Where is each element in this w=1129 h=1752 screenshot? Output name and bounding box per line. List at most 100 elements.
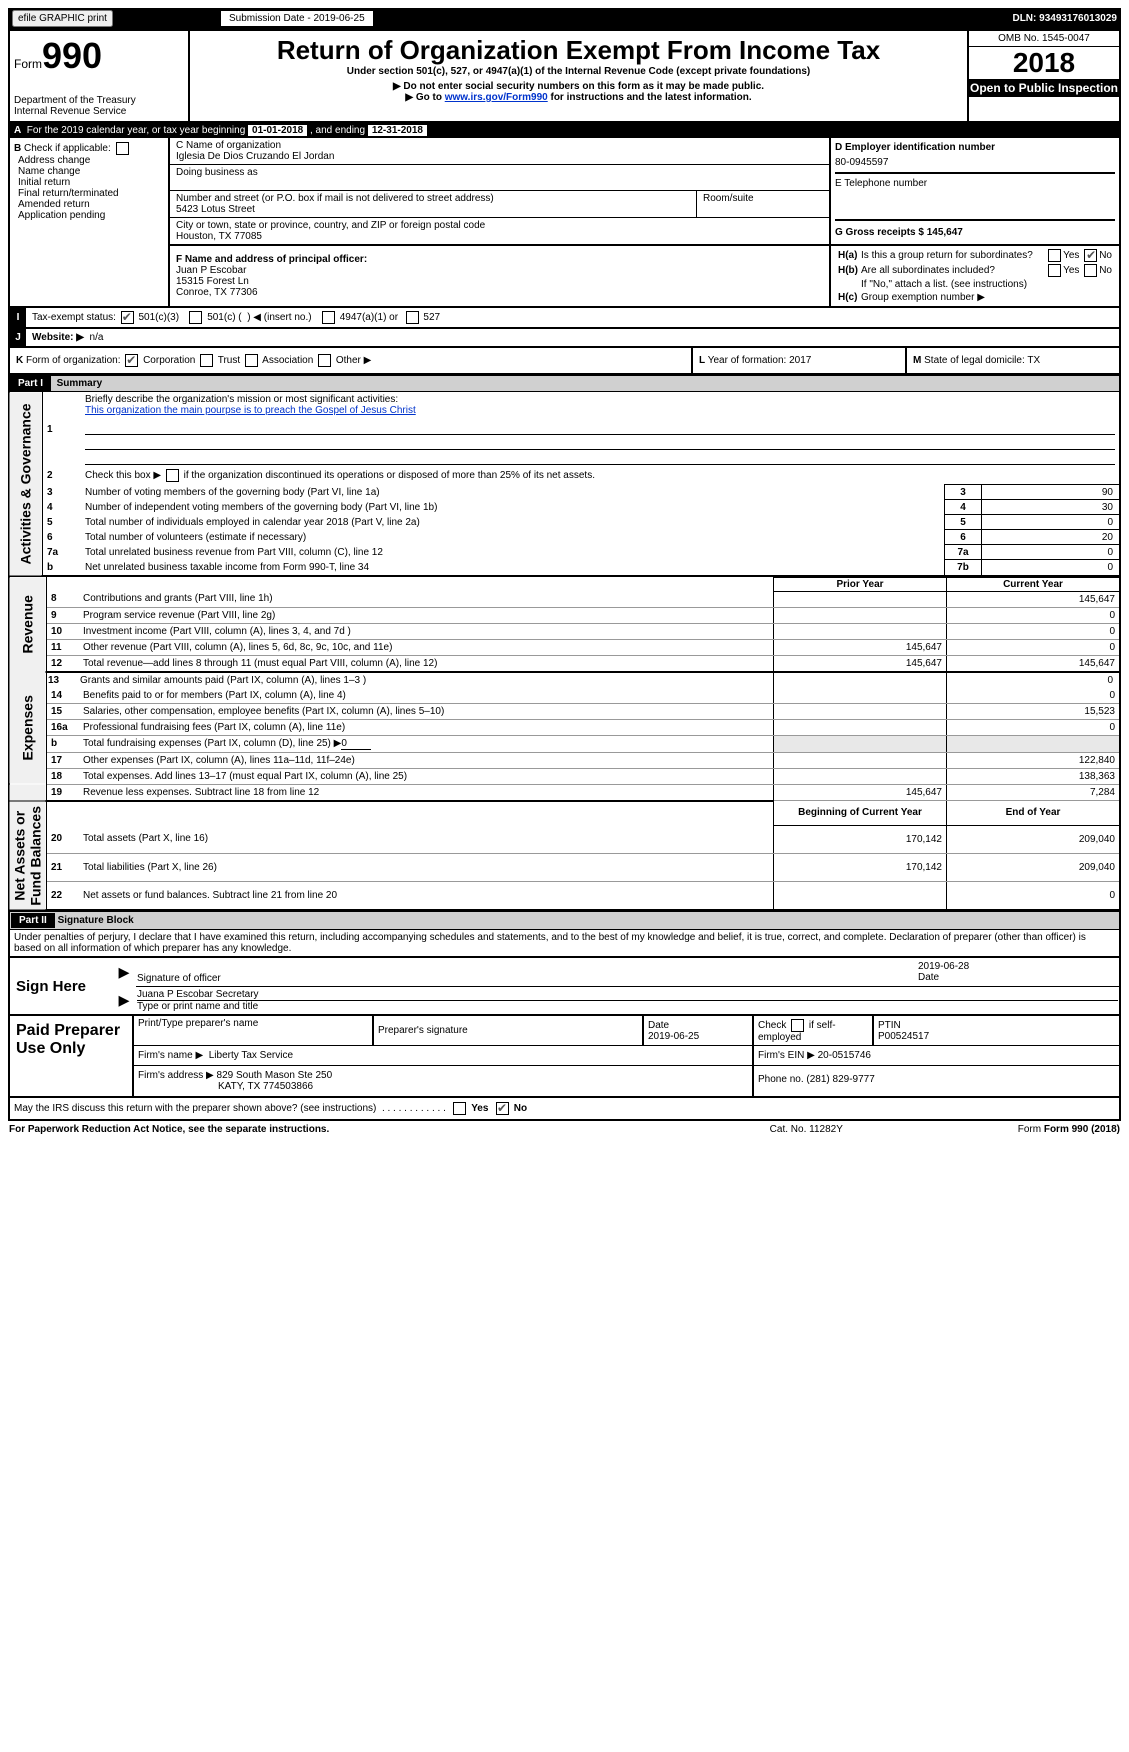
line-A: A For the 2019 calendar year, or tax yea…: [8, 123, 1121, 138]
vlabel-rev: Revenue: [9, 577, 47, 672]
firm-addr-label: Firm's address ▶: [138, 1070, 214, 1081]
note-1: ▶ Do not enter social security numbers o…: [194, 81, 963, 92]
self-employed-check[interactable]: [791, 1019, 804, 1032]
hb-yes[interactable]: [1048, 264, 1061, 277]
phone-label: Phone no.: [758, 1074, 804, 1085]
firm-name: Liberty Tax Service: [209, 1050, 293, 1061]
k-assoc[interactable]: [245, 354, 258, 367]
p1-l7a: Total unrelated business revenue from Pa…: [81, 545, 945, 560]
pp-col2: Preparer's signature: [378, 1025, 638, 1036]
b-opt-4: Amended return: [14, 199, 164, 210]
form-prefix: Form: [14, 57, 42, 71]
signer-name-title: Juana P Escobar Secretary: [137, 989, 1118, 1001]
open-public: Open to Public Inspection: [969, 79, 1119, 97]
perjury-text: Under penalties of perjury, I declare th…: [8, 930, 1121, 956]
col-prior: Prior Year: [774, 577, 947, 591]
officer-addr2: Conroe, TX 77306: [176, 287, 823, 298]
l18: Total expenses. Add lines 13–17 (must eq…: [79, 768, 774, 784]
col-current: Current Year: [947, 577, 1121, 591]
top-bar: efile GRAPHIC print Submission Date - 20…: [8, 8, 1121, 29]
sign-block: Sign Here ▸ Signature of officer 2019-06…: [8, 956, 1121, 1016]
v12p: 145,647: [774, 655, 947, 672]
pp-c4a: Check: [758, 1020, 789, 1031]
l11: Other revenue (Part VIII, column (A), li…: [79, 639, 774, 655]
v22e: 0: [947, 881, 1121, 910]
phone: (281) 829-9777: [806, 1074, 874, 1085]
firm-name-label: Firm's name ▶: [138, 1050, 203, 1061]
entity-block: B Check if applicable: Address change Na…: [8, 138, 1121, 308]
p1-l4: Number of independent voting members of …: [81, 500, 945, 515]
hb-no-label: No: [1099, 265, 1112, 276]
b-opt-0: Address change: [14, 155, 164, 166]
m-value: TX: [1027, 355, 1040, 366]
discuss-yes[interactable]: [453, 1102, 466, 1115]
page-title: Return of Organization Exempt From Incom…: [194, 35, 963, 66]
discuss-no-label: No: [514, 1103, 527, 1114]
i-4947[interactable]: [322, 311, 335, 324]
p1-l7b: Net unrelated business taxable income fr…: [81, 560, 945, 576]
v20e: 209,040: [947, 825, 1121, 853]
v14c: 0: [947, 688, 1121, 704]
i-501c3[interactable]: [121, 311, 134, 324]
ha-yes-label: Yes: [1063, 250, 1079, 261]
ha-no[interactable]: [1084, 249, 1097, 262]
v16c: 0: [947, 719, 1121, 735]
efile-button[interactable]: efile GRAPHIC print: [12, 10, 113, 27]
g-label: G Gross receipts $: [835, 227, 927, 238]
street: 5423 Lotus Street: [176, 204, 690, 215]
discuss-line: May the IRS discuss this return with the…: [8, 1098, 1121, 1121]
i-527[interactable]: [406, 311, 419, 324]
a-begin: 01-01-2018: [248, 125, 307, 136]
pp-col3: Date: [648, 1020, 748, 1031]
officer-addr1: 15315 Forest Ln: [176, 276, 823, 287]
k-o3: Other ▶: [336, 355, 371, 366]
governance-block: Activities & Governance 1 Briefly descri…: [8, 392, 1121, 577]
l22: Net assets or fund balances. Subtract li…: [79, 881, 774, 910]
part1-title: Summary: [57, 378, 103, 389]
v15c: 15,523: [947, 703, 1121, 719]
hb-no[interactable]: [1084, 264, 1097, 277]
k-other[interactable]: [318, 354, 331, 367]
city-label: City or town, state or province, country…: [176, 220, 823, 231]
line-J: J Website: ▶ n/a: [8, 329, 1121, 348]
m-label: State of legal domicile:: [924, 355, 1025, 366]
discuss-no[interactable]: [496, 1102, 509, 1115]
col-end: End of Year: [947, 801, 1121, 826]
p1-l2-check[interactable]: [166, 469, 179, 482]
discuss-yes-label: Yes: [471, 1103, 488, 1114]
i-501c[interactable]: [189, 311, 202, 324]
sig-label: Signature of officer: [137, 973, 916, 984]
d-label: D Employer identification number: [835, 142, 995, 153]
v10c: 0: [947, 623, 1121, 639]
vlabel-gov: Activities & Governance: [9, 392, 43, 576]
p1-v5: 0: [982, 515, 1121, 530]
ha-yes[interactable]: [1048, 249, 1061, 262]
form-number: 990: [42, 35, 102, 76]
mission-text[interactable]: This organization the main pourpse is to…: [85, 405, 416, 416]
form-ref: Form 990 (2018): [1044, 1124, 1120, 1135]
irs-link[interactable]: www.irs.gov/Form990: [445, 92, 548, 103]
line-KLM: K Form of organization: Corporation Trus…: [8, 348, 1121, 375]
line-I: I Tax-exempt status: 501(c)(3) 501(c) ( …: [8, 308, 1121, 329]
ha-label: Is this a group return for subordinates?: [860, 248, 1042, 263]
hb-label: Are all subordinates included?: [860, 263, 1042, 278]
p1-v7a: 0: [982, 545, 1121, 560]
paid-title: Paid Preparer Use Only: [9, 1016, 133, 1097]
a-pre: For the 2019 calendar year, or tax year …: [27, 125, 248, 136]
g-value: 145,647: [927, 227, 963, 238]
l16b: Total fundraising expenses (Part IX, col…: [83, 738, 341, 749]
checkbox-applicable[interactable]: [116, 142, 129, 155]
k-corp[interactable]: [125, 354, 138, 367]
l20: Total assets (Part X, line 16): [79, 825, 774, 853]
l16a: Professional fundraising fees (Part IX, …: [79, 719, 774, 735]
website: n/a: [90, 332, 104, 343]
l19: Revenue less expenses. Subtract line 18 …: [79, 784, 774, 801]
tax-year: 2018: [969, 47, 1119, 79]
l10: Investment income (Part VIII, column (A)…: [79, 623, 774, 639]
b-opt-1: Name change: [14, 166, 164, 177]
hb-note: If "No," attach a list. (see instruction…: [860, 278, 1113, 291]
revexp-block: Revenue Prior Year Current Year 8Contrib…: [8, 577, 1121, 912]
k-trust[interactable]: [200, 354, 213, 367]
pp-col1: Print/Type preparer's name: [138, 1018, 368, 1029]
l-label: Year of formation:: [708, 355, 787, 366]
